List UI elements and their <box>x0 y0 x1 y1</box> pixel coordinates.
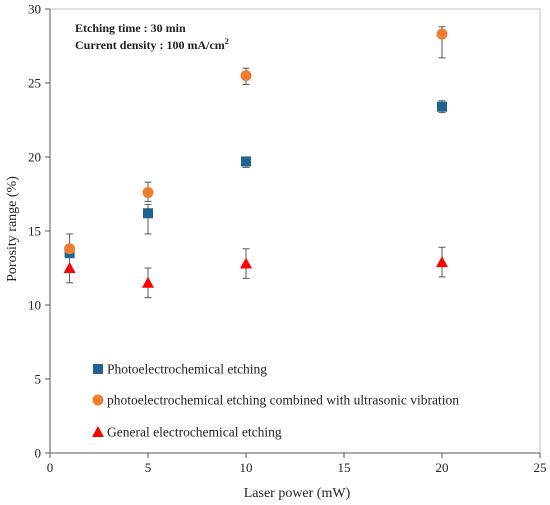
legend-label: Photoelectrochemical etching <box>107 362 267 377</box>
x-tick-label: 10 <box>240 460 253 475</box>
x-tick-label: 20 <box>436 460 449 475</box>
y-tick-label: 30 <box>28 2 41 17</box>
axes: 0 5 10 15 20 25 0 5 10 15 20 25 30 <box>28 2 547 476</box>
data-point-triangle <box>240 257 252 269</box>
annotation-current-density: Current density : 100 mA/cm2 <box>75 37 229 52</box>
y-tick-label: 20 <box>28 150 41 165</box>
legend-label: photoelectrochemical etching combined wi… <box>107 393 459 408</box>
data-point-square <box>241 156 251 167</box>
data-point-circle <box>142 187 154 199</box>
legend-marker-triangle <box>92 426 104 437</box>
annotation-etching-time: Etching time : 30 min <box>75 21 186 35</box>
legend-marker-circle <box>92 394 104 406</box>
data-point-triangle <box>142 276 154 288</box>
data-point-square <box>143 208 153 219</box>
x-tick-label: 5 <box>145 460 152 475</box>
x-tick-label: 0 <box>47 460 54 475</box>
y-tick-label: 5 <box>35 372 42 387</box>
x-tick-label: 25 <box>534 460 547 475</box>
y-tick-label: 10 <box>28 298 41 313</box>
legend-label: General electrochemical etching <box>107 425 282 440</box>
legend-marker-square <box>93 364 103 374</box>
data-point-triangle <box>436 256 448 268</box>
y-tick-label: 0 <box>35 446 42 461</box>
x-tick-label: 15 <box>338 460 351 475</box>
plot-frame <box>49 8 541 454</box>
data-points <box>63 28 448 288</box>
y-tick-label: 25 <box>28 76 41 91</box>
y-tick-label: 15 <box>28 224 41 239</box>
annotation-current-density-text: Current density : 100 mA/cm <box>75 38 225 52</box>
y-axis-title: Porosity range (%) <box>5 176 20 282</box>
legend: Photoelectrochemical etching photoelectro… <box>92 362 459 440</box>
annotation-current-density-superscript: 2 <box>225 37 229 46</box>
data-point-circle <box>64 243 76 255</box>
error-bars <box>66 26 446 299</box>
x-axis-title: Laser power (mW) <box>244 486 351 501</box>
data-point-triangle <box>63 262 76 273</box>
data-point-square <box>437 101 447 112</box>
data-point-circle <box>436 28 448 40</box>
data-point-circle <box>240 70 252 82</box>
